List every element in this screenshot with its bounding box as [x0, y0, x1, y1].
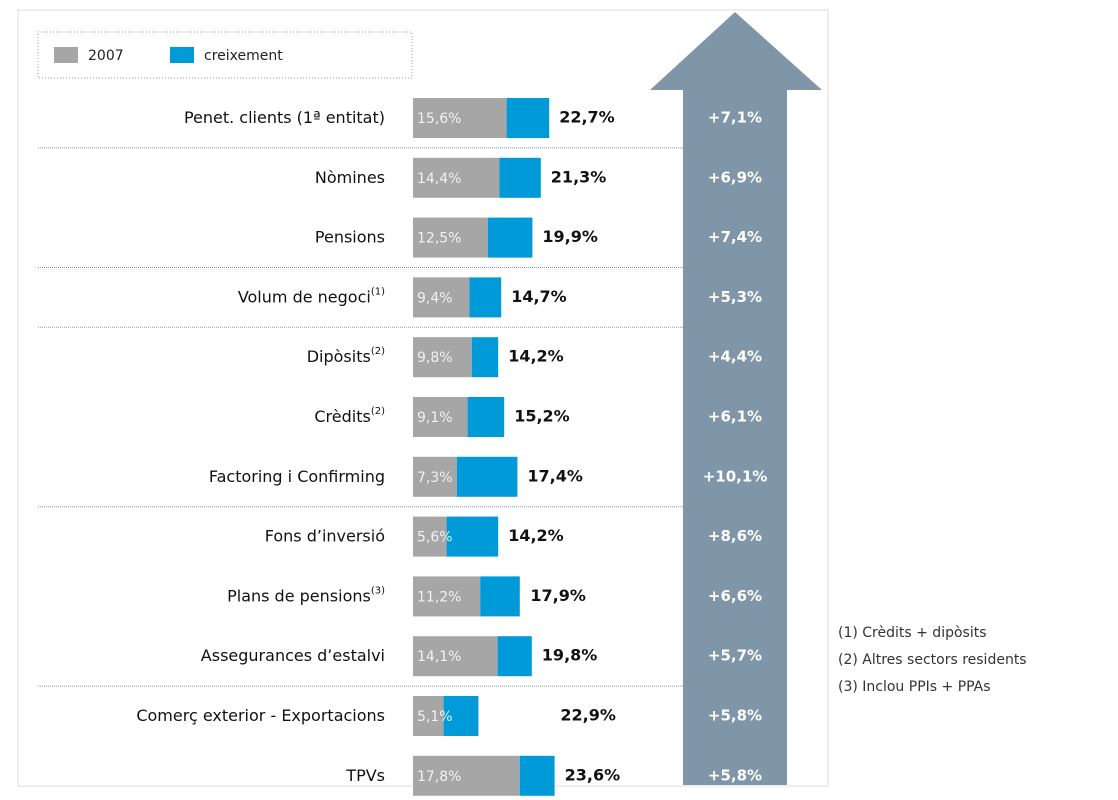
bar-segment [413, 755, 520, 796]
total-label: 23,6% [565, 765, 621, 784]
legend-label: creixement [204, 48, 283, 64]
bar-segment [413, 516, 447, 557]
bar-segment [469, 277, 502, 318]
legend-swatch [170, 47, 194, 63]
category-name: Dipòsits [307, 347, 371, 366]
bar-segment [413, 636, 498, 677]
category-note: (2) [371, 406, 385, 417]
category-label: Dipòsits(2) [307, 346, 385, 366]
bar-segment [467, 397, 505, 437]
growth-label: +5,3% [708, 288, 762, 306]
total-label: 15,2% [514, 407, 570, 426]
bar-segment [519, 755, 555, 796]
total-label: 17,4% [527, 466, 583, 485]
bar-segment [497, 636, 532, 677]
category-name: Fons d’inversió [265, 526, 385, 545]
base-label: 5,1% [417, 709, 453, 725]
bar-segment [413, 157, 500, 198]
total-label: 14,2% [508, 526, 564, 545]
category-label: Comerç exterior - Exportacions [136, 706, 385, 725]
base-label: 12,5% [417, 231, 461, 247]
growth-label: +5,8% [708, 707, 762, 725]
category-label: TPVs [345, 765, 385, 784]
bar-segment [413, 576, 481, 617]
growth-label: +6,9% [708, 168, 762, 186]
bar-segment [413, 696, 444, 736]
category-name: Nòmines [315, 167, 385, 186]
bar-segment [456, 456, 518, 497]
footnote: (1) Crèdits + dipòsits [838, 625, 987, 641]
category-label: Pensions [315, 227, 385, 246]
growth-label: +7,4% [708, 228, 762, 246]
base-label: 11,2% [417, 589, 461, 605]
bar-segment [413, 217, 488, 258]
arrow [650, 12, 822, 785]
base-label: 14,1% [417, 649, 461, 665]
category-label: Crèdits(2) [314, 406, 385, 426]
bar-segment [413, 337, 472, 378]
bar-segment [506, 98, 550, 138]
category-name: Comerç exterior - Exportacions [136, 706, 385, 725]
category-name: Assegurances d’estalvi [201, 646, 385, 665]
base-label: 9,4% [417, 290, 453, 306]
category-name: Pensions [315, 227, 385, 246]
base-label: 7,3% [417, 470, 453, 486]
growth-label: +7,1% [708, 109, 762, 127]
total-label: 17,9% [530, 586, 586, 605]
category-label: Penet. clients (1ª entitat) [184, 108, 385, 127]
base-label: 5,6% [417, 530, 453, 546]
category-note: (1) [371, 286, 385, 297]
base-label: 17,8% [417, 769, 461, 785]
growth-label: +6,1% [708, 408, 762, 426]
category-name: Penet. clients (1ª entitat) [184, 108, 385, 127]
total-label: 21,3% [551, 167, 607, 186]
bar-segment [488, 217, 533, 258]
category-name: Crèdits [314, 407, 370, 426]
base-label: 9,1% [417, 410, 453, 426]
category-label: Plans de pensions(3) [227, 585, 385, 605]
category-name: Factoring i Confirming [209, 466, 385, 485]
bar-segment [471, 337, 499, 378]
bar-segment [446, 516, 499, 557]
growth-label: +6,6% [708, 587, 762, 605]
category-label: Volum de negoci(1) [238, 286, 385, 306]
total-label: 22,7% [559, 108, 615, 127]
growth-label: +4,4% [708, 348, 762, 366]
footnote: (3) Inclou PPIs + PPAs [838, 679, 991, 695]
growth-label: +5,7% [708, 647, 762, 665]
legend-label: 2007 [88, 48, 124, 64]
growth-label: +10,1% [703, 467, 768, 485]
category-note: (3) [371, 585, 385, 596]
bar-segment [480, 576, 520, 617]
total-label: 22,9% [560, 706, 616, 725]
legend-box [37, 31, 413, 79]
category-label: Fons d’inversió [265, 526, 385, 545]
bar-segment [443, 696, 479, 736]
total-label: 14,7% [511, 287, 567, 306]
total-label: 14,2% [508, 347, 564, 366]
category-name: Plans de pensions [227, 586, 371, 605]
base-label: 14,4% [417, 171, 461, 187]
category-name: TPVs [345, 765, 385, 784]
category-label: Nòmines [315, 167, 385, 186]
category-label: Assegurances d’estalvi [201, 646, 385, 665]
bar-segment [413, 397, 468, 437]
category-name: Volum de negoci [238, 287, 371, 306]
bar-segment [413, 277, 470, 318]
total-label: 19,8% [542, 646, 598, 665]
growth-label: +5,8% [708, 766, 762, 784]
base-label: 15,6% [417, 111, 461, 127]
base-label: 9,8% [417, 350, 453, 366]
legend-swatch [54, 47, 78, 63]
bar-segment [413, 456, 457, 497]
bar-segment [499, 157, 541, 198]
category-note: (2) [371, 346, 385, 357]
bar-segment [413, 98, 507, 138]
footnote: (2) Altres sectors residents [838, 652, 1027, 668]
growth-label: +8,6% [708, 527, 762, 545]
total-label: 19,9% [542, 227, 598, 246]
category-label: Factoring i Confirming [209, 466, 385, 485]
